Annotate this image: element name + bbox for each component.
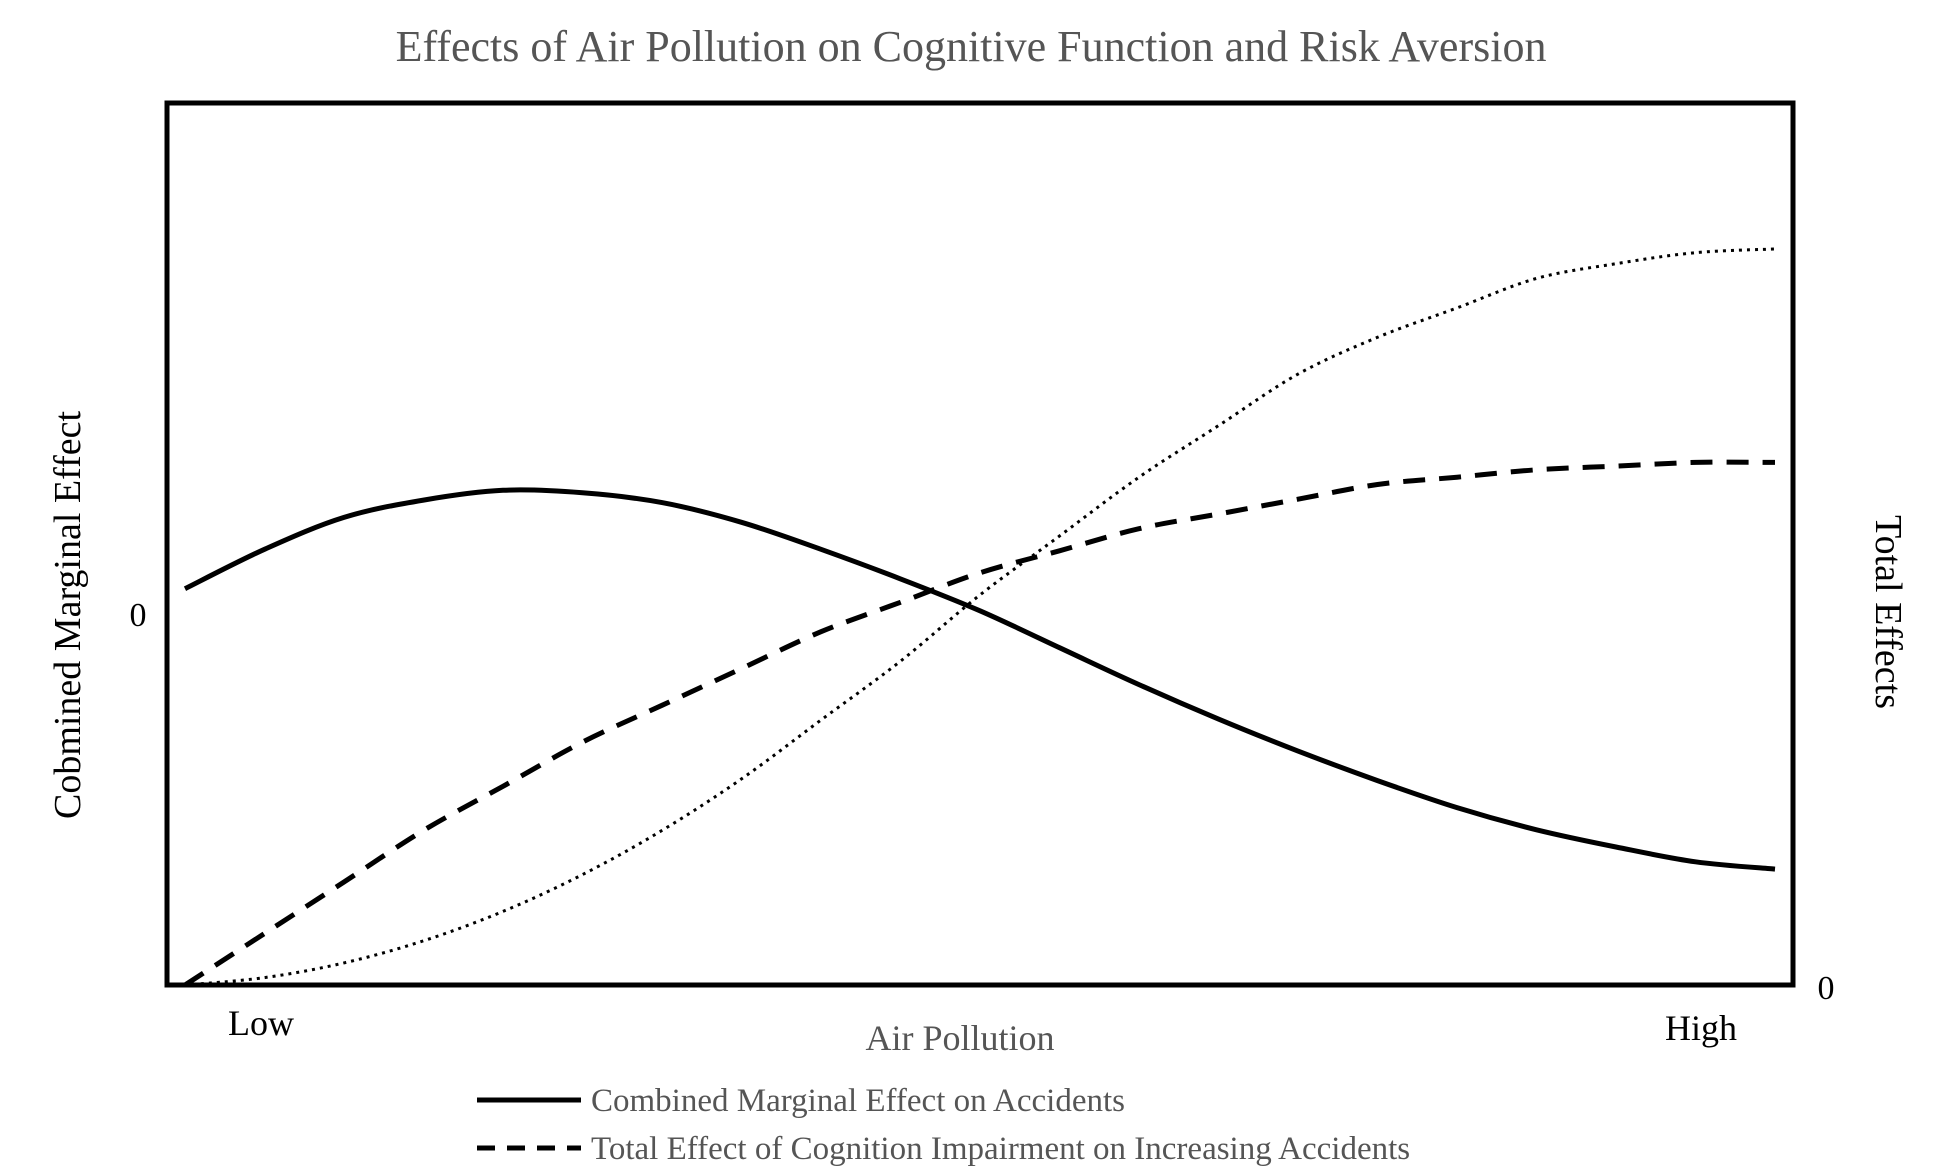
y-axis-label-left: Cobmined Marginal Effect <box>47 411 89 819</box>
series-line-dotted <box>184 247 1776 987</box>
legend: Combined Marginal Effect on Accidents Tot… <box>477 1083 1410 1167</box>
x-axis-label: Air Pollution <box>865 1018 1054 1058</box>
x-tick-label-low: Low <box>228 1003 294 1043</box>
left-zero-label: 0 <box>130 597 147 634</box>
plot-frame <box>164 100 1796 988</box>
series-line-dashed <box>183 459 1776 988</box>
series-line-solid <box>183 487 1776 872</box>
y-axis-label-right: Total Effects <box>1867 515 1909 709</box>
right-zero-label: 0 <box>1818 970 1835 1007</box>
legend-label: Total Effect of Cognition Impairment on … <box>591 1131 1410 1167</box>
legend-label: Combined Marginal Effect on Accidents <box>591 1083 1125 1119</box>
chart-title: Effects of Air Pollution on Cognitive Fu… <box>396 22 1547 71</box>
x-tick-label-high: High <box>1665 1008 1737 1048</box>
series-layer <box>183 247 1776 988</box>
